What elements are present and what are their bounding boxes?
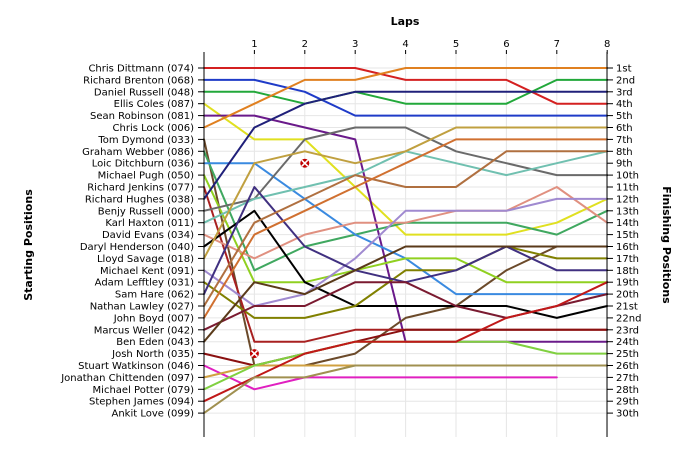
finishing-position-label: 18th — [616, 266, 639, 277]
series-lines — [203, 67, 609, 415]
starting-position-label: Sam Hare (062) — [115, 290, 194, 301]
starting-position-label: Graham Webber (086) — [82, 147, 194, 158]
finishing-position-label: 15th — [616, 230, 639, 241]
finishing-labels: 1st2nd3rd4th5th6th7th8th9th10th11th12th1… — [607, 64, 641, 420]
finishing-position-label: 13th — [616, 206, 639, 217]
starting-position-label: Tom Dymond (033) — [97, 135, 194, 146]
series-line — [203, 281, 609, 403]
series-line — [203, 126, 609, 212]
finishing-position-label: 21st — [616, 302, 638, 313]
finishing-position-label: 5th — [616, 111, 633, 122]
x-tick-label: 3 — [352, 39, 358, 50]
finishing-position-label: 20th — [616, 290, 639, 301]
series-line — [203, 102, 609, 236]
series-line — [203, 126, 609, 260]
starting-position-label: Sean Robinson (081) — [90, 111, 194, 122]
finishing-position-label: 6th — [616, 123, 633, 134]
x-tick-label: 4 — [402, 39, 408, 50]
starting-position-label: Ankit Love (099) — [112, 409, 195, 420]
finishing-position-label: 16th — [616, 242, 639, 253]
starting-position-label: Jonathan Chittenden (097) — [60, 373, 194, 384]
starting-position-label: Daryl Henderson (040) — [80, 242, 194, 253]
finishing-position-label: 30th — [616, 409, 639, 420]
series-line — [203, 245, 609, 343]
retirement-markers — [249, 158, 310, 359]
series-line — [203, 67, 609, 129]
finishing-position-label: 17th — [616, 254, 639, 265]
starting-position-label: Lloyd Savage (018) — [97, 254, 194, 265]
finishing-position-label: 9th — [616, 159, 633, 170]
finishing-position-label: 24th — [616, 337, 639, 348]
finishing-position-label: 3rd — [616, 87, 633, 98]
starting-position-label: Adam Lefftley (031) — [95, 278, 194, 289]
x-tick-label: 8 — [604, 39, 610, 50]
series-line — [203, 197, 609, 307]
finishing-position-label: 7th — [616, 135, 633, 146]
finishing-position-label: 22nd — [616, 313, 641, 324]
starting-position-label: Michael Potter (079) — [93, 385, 195, 396]
finishing-position-label: 1st — [616, 64, 632, 75]
finishing-position-label: 28th — [616, 385, 639, 396]
starting-position-label: John Boyd (007) — [113, 313, 194, 324]
chart-title: Laps — [391, 15, 420, 28]
series-line — [203, 364, 558, 391]
starting-position-label: Nathan Lawley (027) — [90, 302, 194, 313]
x-tick-label: 2 — [302, 39, 308, 50]
finishing-position-label: 19th — [616, 278, 639, 289]
series-line — [203, 90, 609, 200]
series-line — [203, 245, 609, 319]
retirement-marker — [249, 349, 259, 359]
y-axis-right-label: Finishing Positions — [660, 186, 673, 304]
finishing-position-label: 26th — [616, 361, 639, 372]
series-line — [203, 138, 609, 319]
starting-position-label: Michael Pugh (050) — [98, 171, 195, 182]
starting-position-label: Loic Ditchburn (036) — [92, 159, 194, 170]
retirement-cross — [250, 350, 258, 358]
finishing-position-label: 10th — [616, 171, 639, 182]
series-line — [203, 78, 609, 117]
finishing-position-label: 14th — [616, 218, 639, 229]
finishing-position-label: 8th — [616, 147, 633, 158]
retirement-cross — [301, 159, 309, 167]
starting-labels: Chris Dittmann (074)Richard Brenton (068… — [60, 64, 204, 420]
starting-position-label: Chris Dittmann (074) — [88, 64, 194, 75]
series-line — [203, 67, 609, 105]
starting-position-label: Richard Brenton (068) — [83, 75, 194, 86]
starting-position-label: Marcus Weller (042) — [94, 325, 194, 336]
starting-position-label: Michael Kent (091) — [100, 266, 194, 277]
finishing-position-label: 12th — [616, 194, 639, 205]
starting-position-label: Benjy Russell (000) — [98, 206, 194, 217]
finishing-position-label: 2nd — [616, 75, 635, 86]
finishing-position-label: 11th — [616, 183, 639, 194]
starting-position-label: Josh North (035) — [111, 349, 194, 360]
starting-position-label: Karl Haxton (011) — [105, 218, 194, 229]
retirement-marker — [300, 158, 310, 168]
x-tick-label: 6 — [503, 39, 509, 50]
finishing-position-label: 4th — [616, 99, 633, 110]
finishing-position-label: 27th — [616, 373, 639, 384]
starting-position-label: Chris Lock (006) — [113, 123, 195, 134]
starting-position-label: Stuart Watkinson (046) — [78, 361, 194, 372]
series-line — [203, 209, 609, 319]
starting-position-label: Daniel Russell (048) — [94, 87, 194, 98]
series-line — [203, 186, 609, 260]
y-axis-left-label: Starting Positions — [22, 189, 35, 301]
x-tick-label: 5 — [453, 39, 459, 50]
x-tick-label: 7 — [554, 39, 560, 50]
finishing-position-label: 29th — [616, 397, 639, 408]
starting-position-label: David Evans (034) — [102, 230, 194, 241]
starting-position-label: Stephen James (094) — [89, 397, 194, 408]
x-tick-label: 1 — [251, 39, 257, 50]
finishing-position-label: 25th — [616, 349, 639, 360]
x-ticks: 1 2 3 4 5 6 7 8 — [251, 39, 610, 54]
series-line — [203, 150, 609, 307]
starting-position-label: Ellis Coles (087) — [114, 99, 194, 110]
starting-position-label: Ben Eden (043) — [116, 337, 194, 348]
series-line — [203, 364, 609, 415]
starting-position-label: Richard Jenkins (077) — [87, 183, 194, 194]
finishing-position-label: 23rd — [616, 325, 639, 336]
series-line — [203, 174, 609, 284]
starting-position-label: Richard Hughes (038) — [85, 194, 194, 205]
